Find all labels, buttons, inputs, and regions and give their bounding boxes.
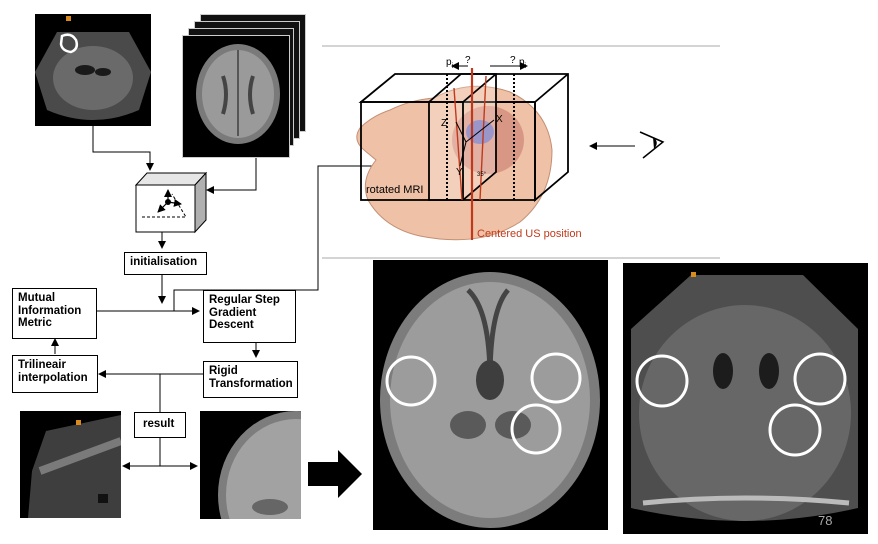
result-box: result (134, 412, 186, 438)
mri-image-result (200, 411, 301, 519)
centered-us-position-label: Centered US position (477, 228, 582, 240)
roi-circle-left (385, 355, 437, 407)
roi-circle-right-upper (793, 352, 847, 406)
roi-outline (59, 33, 79, 54)
question-mark-left: ? (465, 55, 471, 66)
roi-circle-right-lower (510, 403, 562, 455)
us-image-result (20, 411, 121, 518)
trilinear-interpolation-box: Trilineair interpolation (12, 355, 98, 393)
axis-y-label: Y (456, 167, 463, 178)
roi-circle-right-lower (768, 403, 822, 457)
mri-registered-image (373, 260, 608, 530)
roi-circle-right-upper (530, 352, 582, 404)
rotated-mri-label: rotated MRI (366, 184, 424, 196)
us-marker-icon (66, 16, 71, 21)
mri-stack (178, 14, 306, 158)
us-marker-icon (691, 272, 696, 277)
big-right-arrow (308, 450, 362, 498)
us-registered-image: 78 (623, 263, 868, 534)
initialisation-box: initialisation (124, 252, 207, 275)
axis-x-label: X (496, 114, 503, 125)
mutual-information-box: Mutual Information Metric (12, 288, 97, 339)
rigid-transformation-box: Rigid Transformation (203, 361, 298, 398)
p-left-label: pi (446, 57, 454, 70)
roi-circle-left (635, 354, 689, 408)
us-marker-icon (76, 420, 81, 425)
us-image-top (35, 14, 151, 126)
p-right-label: pi (519, 57, 527, 70)
slide-number: 78 (818, 513, 833, 528)
question-mark-right: ? (510, 55, 516, 66)
angle-label: 35° (477, 172, 487, 178)
gradient-descent-box: Regular Step Gradient Descent (203, 290, 296, 343)
axis-z-label: Z (441, 118, 448, 129)
eye-icon (639, 131, 665, 159)
